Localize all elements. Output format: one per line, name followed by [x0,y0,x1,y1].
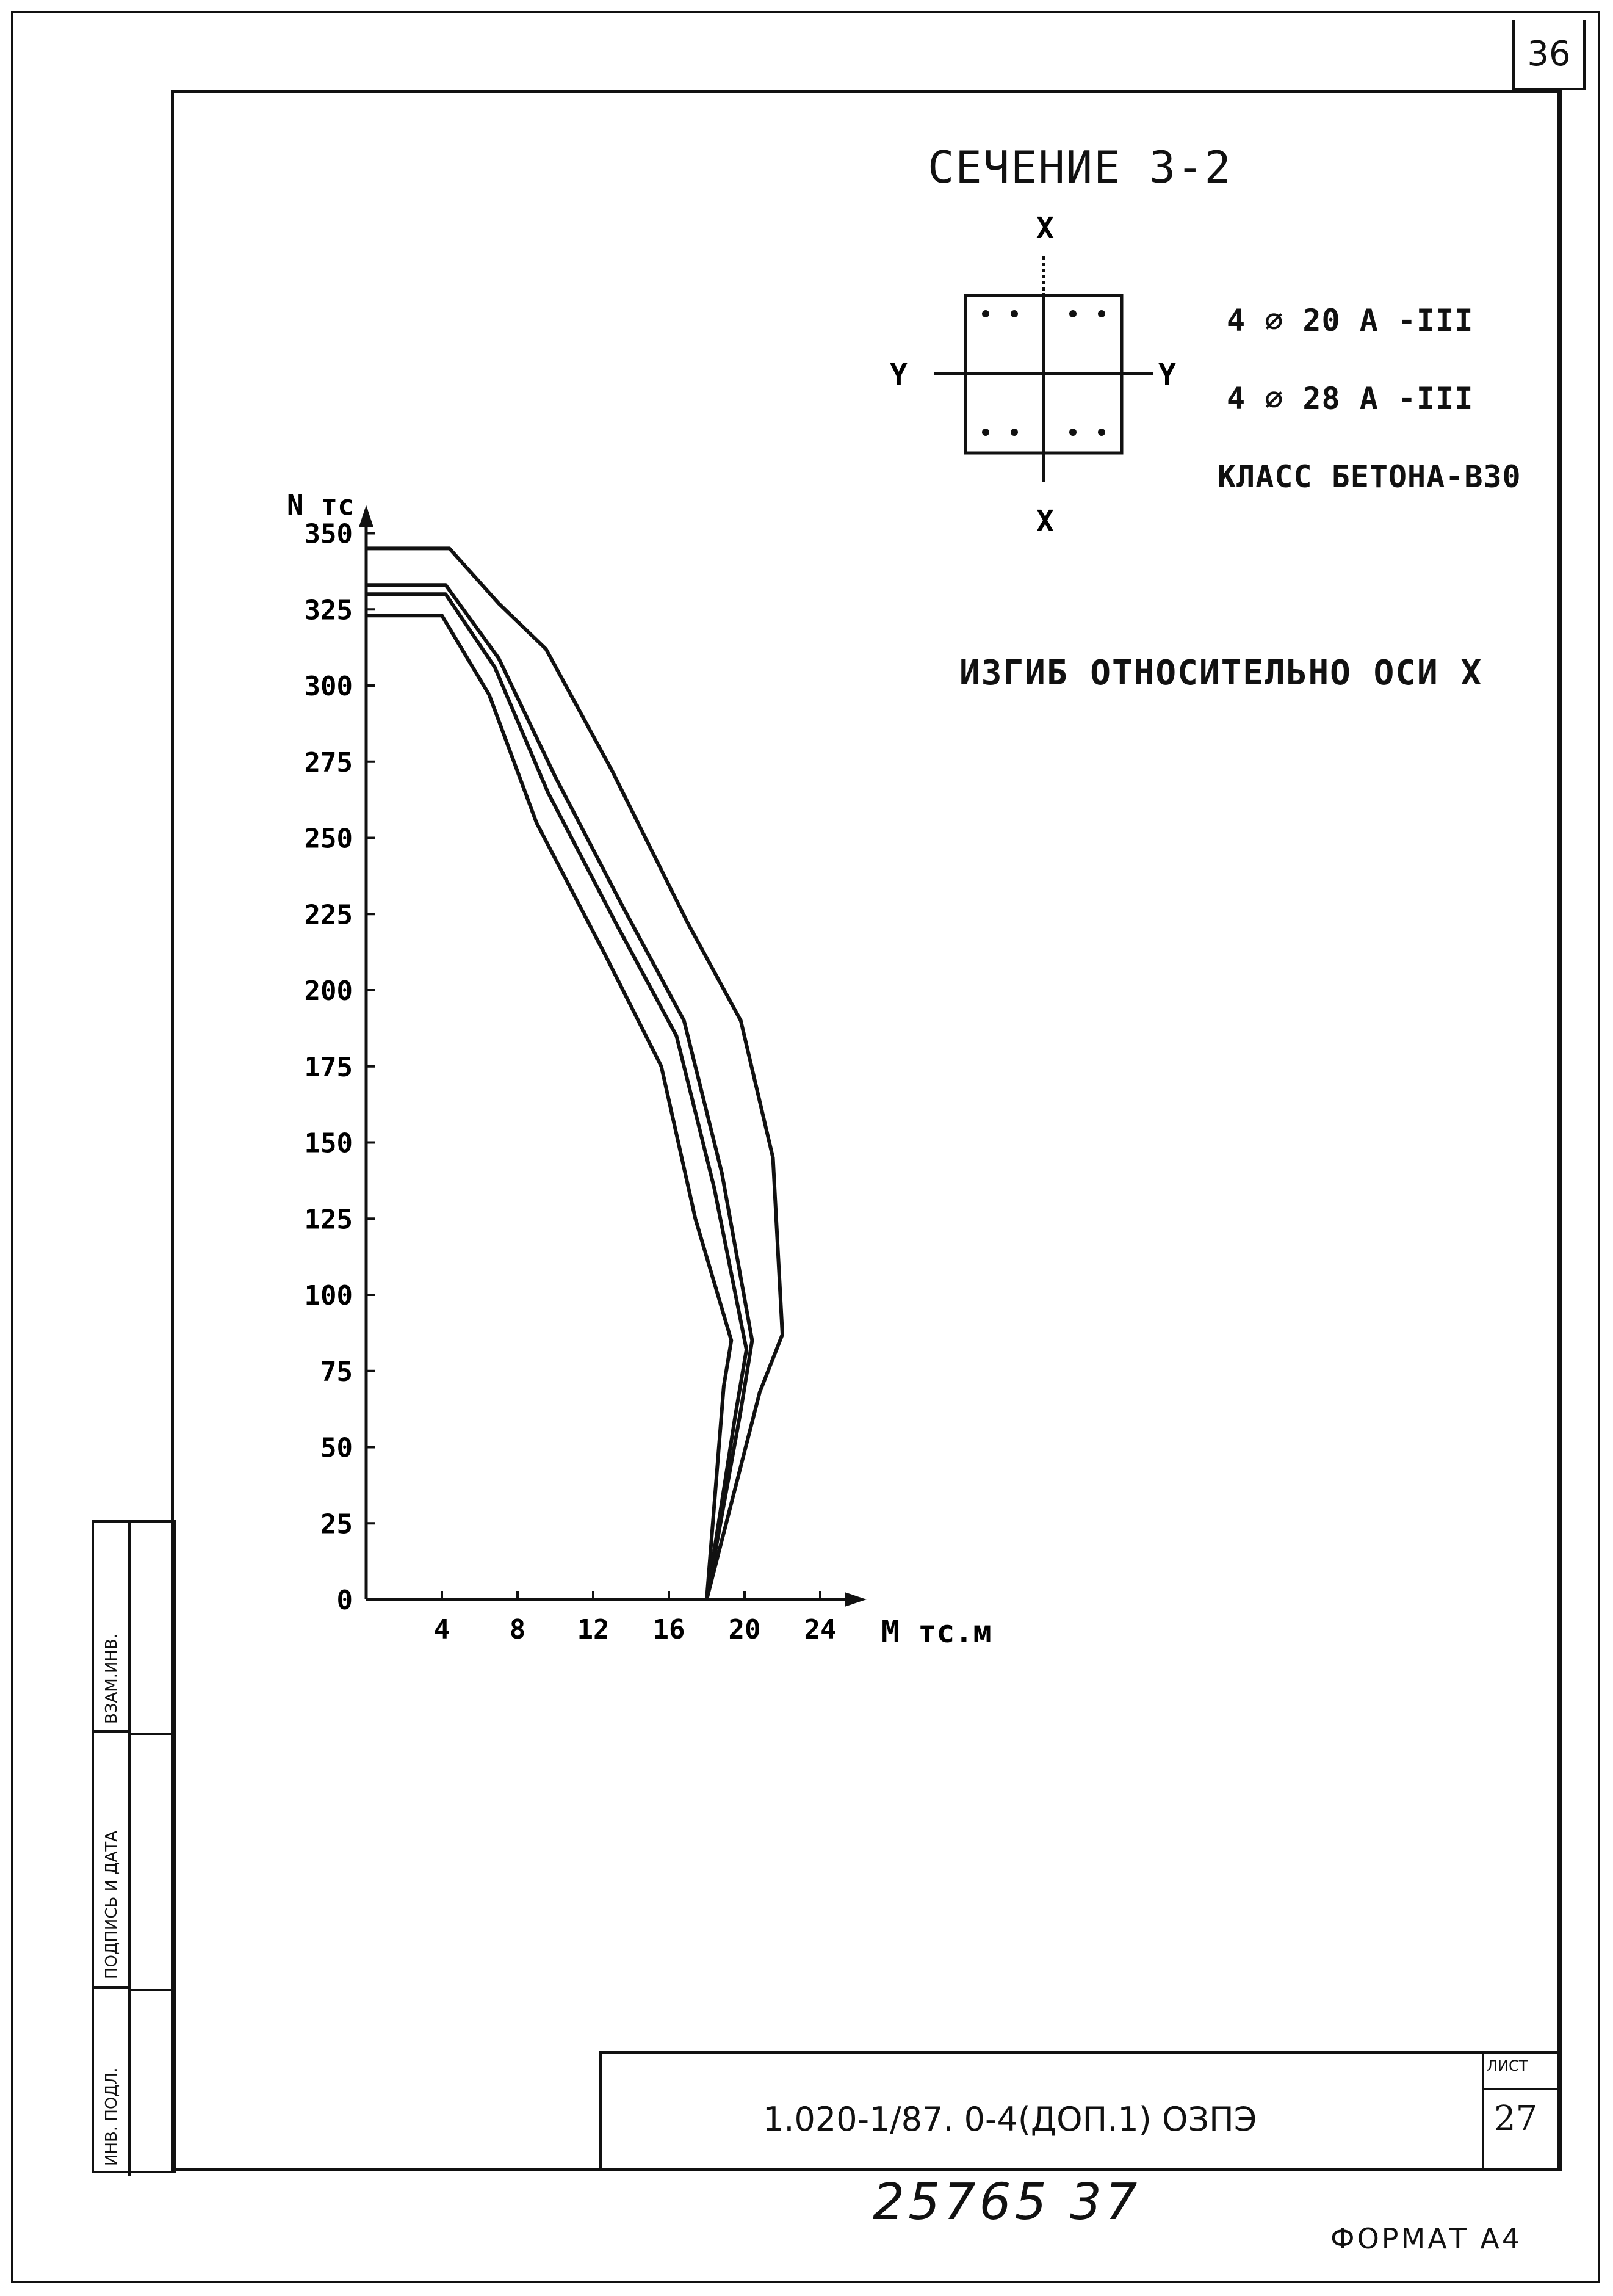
x-tick-label: 4 [434,1614,450,1645]
y-tick-label: 75 [320,1356,353,1388]
side-label-signature: ПОДПИСЬ И ДАТА [103,1830,121,1979]
side-label-inventory: ИНВ. ПОДЛ. [103,2067,121,2166]
side-cell-replace: ВЗАМ.ИНВ. [94,1523,131,1733]
y-tick-label: 175 [305,1052,353,1083]
rebar-dot [1069,429,1077,436]
outer-border [11,11,1600,2283]
concrete-class: КЛАСС БЕТОНА-В30 [1218,459,1521,494]
sheet-label: ЛИСТ [1487,2057,1528,2074]
x-axis-label: М тс.м [881,1614,992,1650]
y-tick-label: 200 [305,976,353,1007]
side-cell-signature: ПОДПИСЬ И ДАТА [94,1733,131,1989]
axis-label-y-right: Y [1158,358,1176,392]
sheet-divider [1482,2088,1560,2090]
side-label-replace: ВЗАМ.ИНВ. [103,1633,121,1724]
chart-series [366,546,784,1600]
side-cell-inventory: ИНВ. ПОДЛ. [94,1989,131,2176]
x-tick-label: 24 [804,1614,837,1645]
series-line-3 [366,592,749,1600]
y-tick-label: 300 [305,671,353,702]
x-axis-arrow [845,1592,867,1607]
rebar-dot [1098,310,1105,317]
y-tick-label: 50 [320,1433,353,1464]
frame-double-line [1560,90,1562,2171]
document-code: 1.020-1/87. 0-4(ДОП.1) ОЗПЭ [763,2100,1257,2138]
rebar-dot [1011,429,1018,436]
y-tick-label: 225 [305,899,353,930]
y-axis-arrow [359,505,373,527]
y-tick-label: 0 [337,1585,353,1616]
rebar-dot [1011,310,1018,317]
title-block [599,2051,1560,2171]
bending-note: ИЗГИБ ОТНОСИТЕЛЬНО ОСИ X [959,653,1483,693]
y-axis-label: N тс [287,489,355,522]
rebar-dot [982,429,989,436]
section-title: СЕЧЕНИЕ 3-2 [928,142,1232,193]
chart-ticks: 0 25 50 75 100 125 150 175 200 225 250 275 300 325 350… [305,519,837,1646]
x-tick-label: 8 [510,1614,526,1645]
y-tick-label: 150 [305,1128,353,1159]
y-tick-label: 350 [305,519,353,550]
y-tick-label: 100 [305,1280,353,1311]
side-approval-strip: ВЗАМ.ИНВ. ПОДПИСЬ И ДАТА ИНВ. ПОДЛ. [92,1520,176,2176]
y-tick-label: 25 [320,1508,353,1540]
axis-label-x-bottom: X [1036,504,1054,538]
series-line-1 [366,546,784,1600]
series-line-2 [366,583,754,1600]
rebar-dot [1069,310,1077,317]
chart-axes [359,505,867,1607]
axis-label-x-top: X [1036,211,1054,245]
rebar-note-1: 4 ⌀ 20 А -III [1227,303,1474,338]
cross-section-diagram: X X Y Y [890,211,1176,538]
y-tick-label: 125 [305,1204,353,1235]
series-line-4 [366,614,734,1600]
x-tick-label: 16 [653,1614,685,1645]
interaction-chart: 0 25 50 75 100 125 150 175 200 225 250 275 300 325 350… [287,489,992,1650]
rebar-dot [1098,429,1105,436]
format-label: ФОРМАТ А4 [1330,2222,1523,2255]
x-tick-label: 12 [577,1614,610,1645]
sheet-number: 27 [1494,2099,1538,2138]
x-tick-label: 20 [729,1614,761,1645]
rebar-dot [982,310,989,317]
drawing-frame [171,90,1560,2171]
y-tick-label: 250 [305,824,353,855]
page-number: 36 [1512,20,1586,90]
y-tick-label: 275 [305,747,353,778]
rebar-note-2: 4 ⌀ 28 А -III [1227,381,1474,416]
sheet-cell [1482,2051,1560,2171]
handwritten-number: 25765 37 [873,2173,1141,2231]
axis-label-y-left: Y [890,358,908,392]
y-tick-label: 325 [305,595,353,626]
